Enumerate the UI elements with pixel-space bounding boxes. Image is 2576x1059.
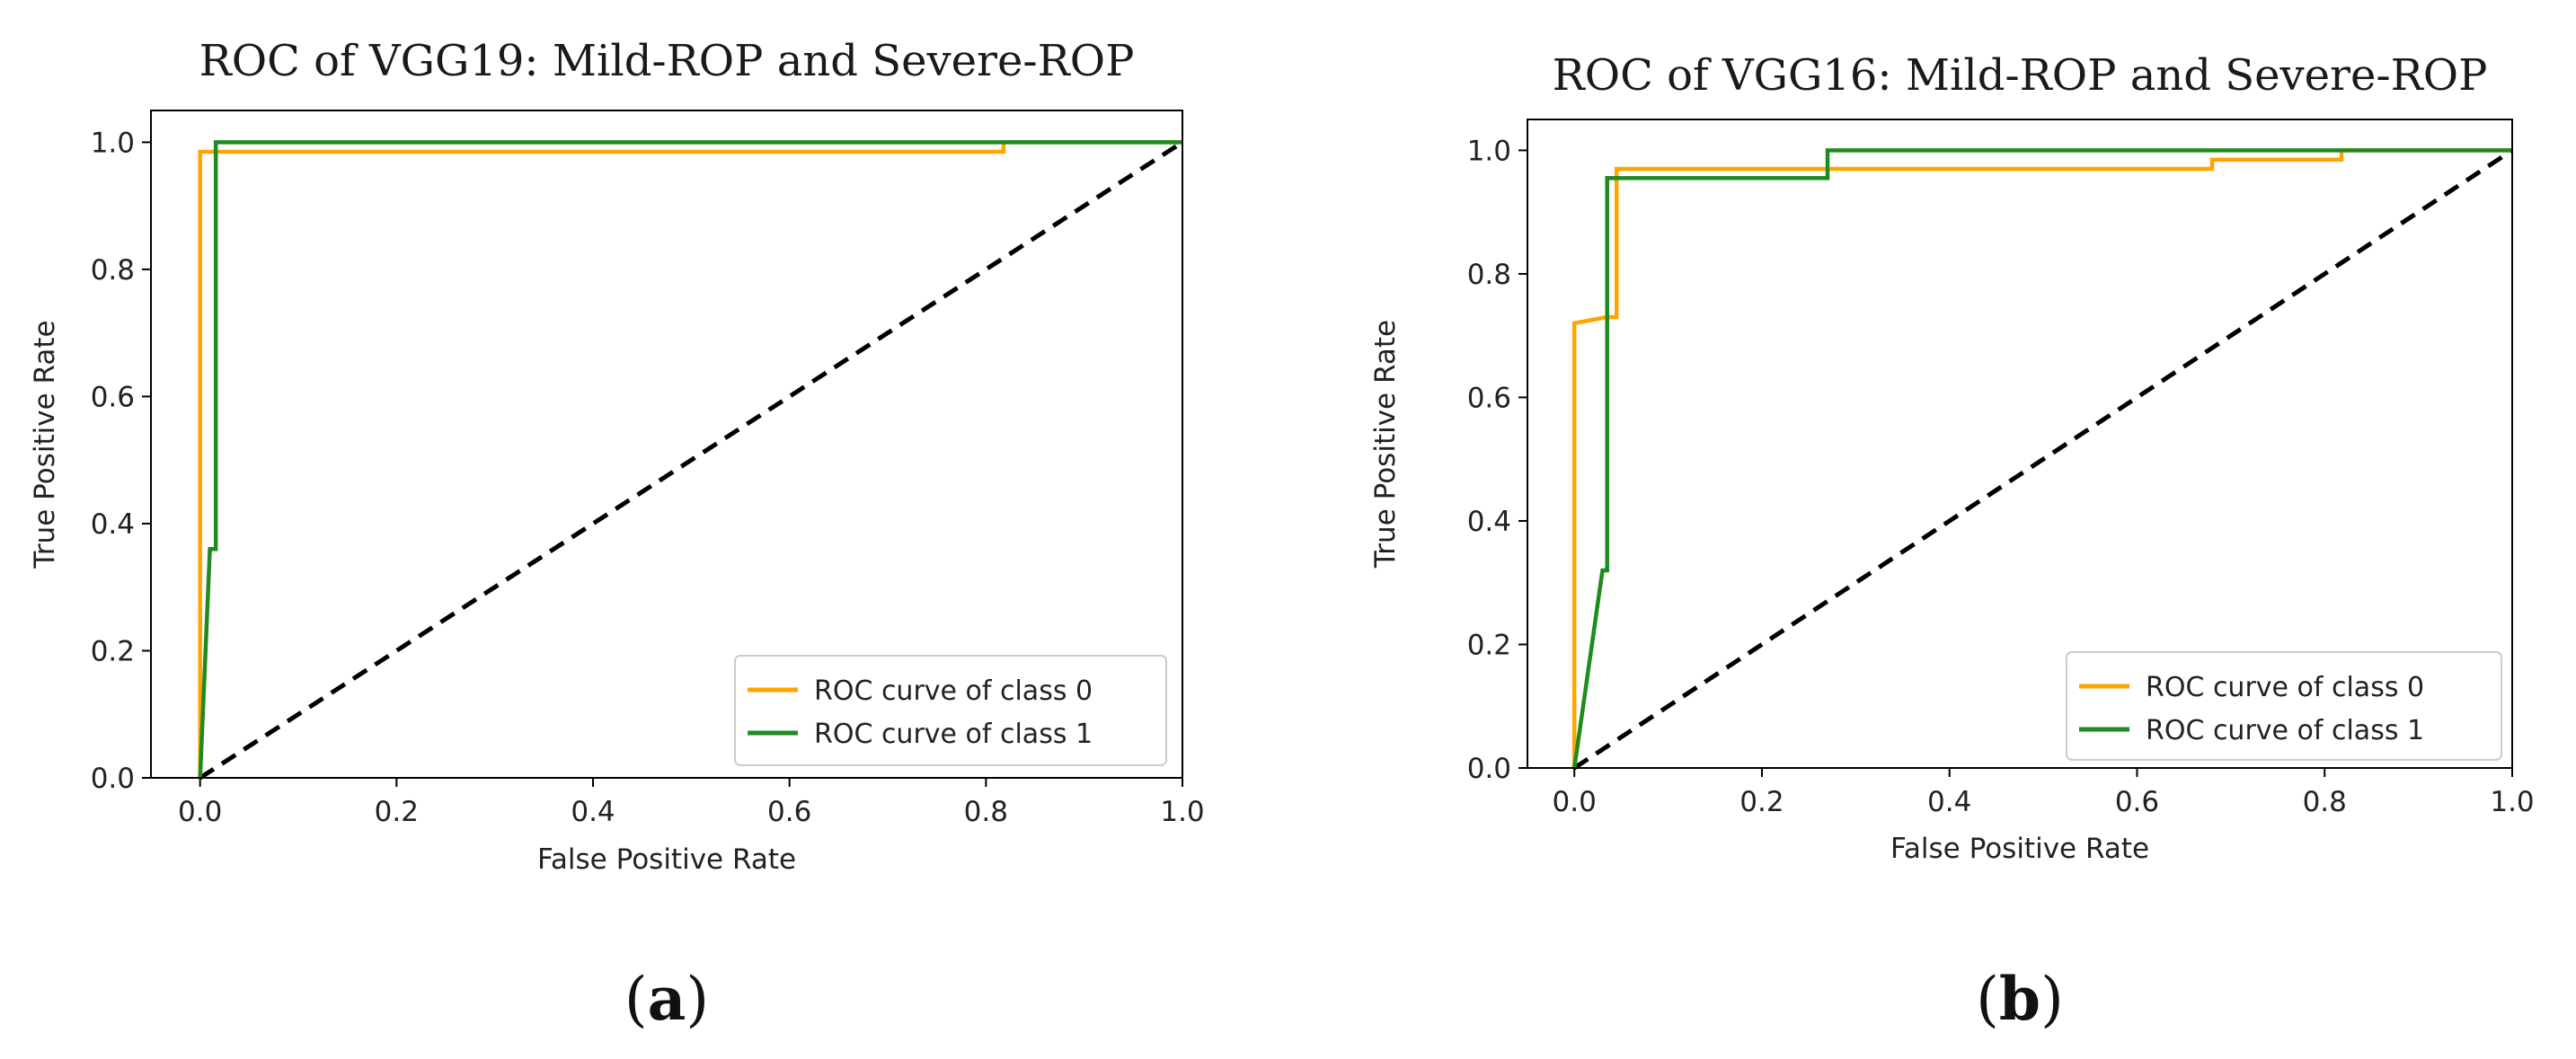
y-axis-label: True Positive Rate	[29, 320, 61, 569]
legend: ROC curve of class 0 ROC curve of class 1	[2066, 651, 2502, 761]
x-tick-label: 0.2	[1739, 786, 1784, 818]
panel-label-close-paren: )	[686, 965, 709, 1034]
chance-diagonal-line	[1572, 148, 2514, 771]
x-axis-label: False Positive Rate	[537, 843, 796, 876]
x-tick-label: 0.6	[2115, 786, 2159, 818]
chart-panel-b: ROC of VGG16: Mild-ROP and Severe-ROP 0.0…	[1369, 50, 2535, 1034]
y-axis-label: True Positive Rate	[1369, 320, 1402, 569]
legend-box	[2066, 651, 2502, 761]
plot-frame	[1527, 119, 2513, 769]
legend-label-class-1: ROC curve of class 1	[2146, 715, 2424, 746]
legend-box	[734, 655, 1167, 766]
x-tick-label: 1.0	[2490, 786, 2534, 818]
panel-label-close-paren: )	[2040, 965, 2064, 1034]
x-tick-label: 0.8	[964, 796, 1008, 828]
y-tick-label: 0.0	[91, 763, 135, 795]
x-tick-label: 0.0	[1553, 786, 1597, 818]
x-tick-label: 0.4	[571, 796, 615, 828]
x-tick-label: 0.2	[375, 796, 419, 828]
y-tick-label: 1.0	[1467, 135, 1511, 167]
x-tick-label: 0.8	[2303, 786, 2347, 818]
chart-panel-a: ROC of VGG19: Mild-ROP and Severe-ROP 0.0…	[29, 36, 1205, 1034]
series-line-class-1	[198, 140, 1182, 779]
x-tick-label: 0.0	[178, 796, 222, 828]
panel-label-letter: a	[648, 964, 686, 1034]
chance-diagonal-line	[199, 140, 1184, 781]
y-tick-label: 0.2	[1467, 629, 1511, 661]
x-tick-label: 0.4	[1927, 786, 1971, 818]
y-tick-label: 0.4	[1467, 506, 1511, 538]
y-tick-label: 0.0	[1467, 753, 1511, 785]
y-tick-label: 0.6	[91, 381, 135, 413]
panel-label-open-paren: (	[1976, 965, 1999, 1034]
x-tick-label: 1.0	[1160, 796, 1204, 828]
legend-label-class-0: ROC curve of class 0	[2146, 672, 2424, 703]
x-tick-label: 0.6	[767, 796, 811, 828]
y-tick-label: 0.2	[91, 635, 135, 667]
series-line-class-1	[1571, 148, 2512, 769]
panel-label-open-paren: (	[624, 965, 648, 1034]
chart-title: ROC of VGG19: Mild-ROP and Severe-ROP	[199, 36, 1135, 86]
plot-frame	[150, 110, 1183, 779]
panel-label-letter: b	[1999, 964, 2040, 1034]
y-tick-label: 1.0	[91, 127, 135, 159]
panel-label: (a)	[624, 964, 709, 1034]
y-tick-label: 0.8	[1467, 259, 1511, 291]
y-tick-label: 0.8	[91, 254, 135, 287]
legend-label-class-0: ROC curve of class 0	[814, 675, 1093, 707]
chart-title: ROC of VGG16: Mild-ROP and Severe-ROP	[1553, 50, 2488, 101]
panel-label: (b)	[1976, 964, 2064, 1034]
legend: ROC curve of class 0 ROC curve of class 1	[734, 655, 1167, 766]
x-axis-label: False Positive Rate	[1890, 833, 2149, 865]
y-tick-label: 0.6	[1467, 382, 1511, 414]
legend-label-class-1: ROC curve of class 1	[814, 719, 1093, 750]
series-line-class-0	[1571, 148, 2512, 768]
y-tick-label: 0.4	[91, 508, 135, 541]
